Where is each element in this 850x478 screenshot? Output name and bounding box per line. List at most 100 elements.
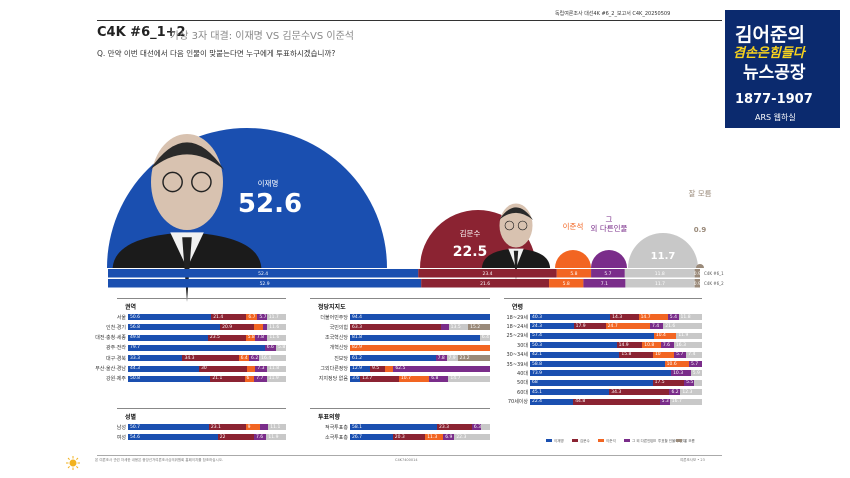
row-segment (211, 314, 247, 320)
row-segment (530, 314, 611, 320)
bubble-value-1: 22.5 (453, 244, 488, 260)
row-segment (262, 324, 268, 331)
row-segment (530, 351, 620, 358)
row-segment (436, 424, 472, 430)
row-segment-value: 9 (247, 424, 251, 430)
row-segment (448, 324, 469, 331)
row-segment-value: 11.9 (268, 434, 279, 440)
row-segment (276, 344, 286, 351)
row-segment (457, 355, 490, 362)
row-segment-value: 54.6 (130, 434, 141, 440)
row-segment (454, 434, 490, 441)
row-segment-value: 10.6 (666, 361, 677, 367)
row-label: 더불어민주당 (320, 314, 348, 321)
row-segment (255, 365, 268, 372)
row-label: 서울 (116, 314, 126, 321)
row-segment-value: 50.7 (130, 424, 141, 430)
row-segment-value: 5.7 (690, 361, 699, 367)
bubble-name-1: 김문수 (460, 228, 481, 238)
row-segment (573, 398, 660, 405)
row-segment (128, 314, 212, 320)
row-segment-value: 5.7 (259, 314, 267, 320)
row-label: 40대 (517, 370, 528, 377)
row-label: 남성 (116, 424, 126, 431)
row-label: 50대 (517, 380, 528, 387)
row-segment-value: 9.5 (371, 366, 380, 371)
header-rule (97, 20, 722, 21)
legend-label: 그 외 다른인물 (632, 438, 654, 443)
total-label-0-1: 23.4 (482, 271, 492, 277)
portrait-kim-glasses-left (504, 220, 515, 231)
row-label: 35~39세 (506, 361, 528, 368)
row-segment (684, 379, 695, 386)
row-segment (393, 365, 490, 372)
row-segment (425, 434, 444, 441)
total-seg-0-5 (694, 269, 700, 278)
row-segment (530, 379, 653, 386)
row-segment-value: 7.7 (256, 376, 264, 382)
row-segment-value: 50.3 (532, 342, 543, 348)
row-segment-value: 11.1 (270, 424, 281, 430)
portrait-lee-hair (149, 142, 225, 170)
row-segment-value: 7.4 (688, 352, 696, 358)
row-segment-value: 57.4 (532, 333, 543, 339)
total-row-label-0: C4K #6_1 (704, 271, 724, 276)
panel-title-2: 정당지지도 (318, 304, 346, 311)
row-segment (238, 355, 250, 362)
row-segment (441, 324, 449, 331)
legend-swatch (650, 439, 656, 442)
row-segment-value: 20.3 (394, 434, 405, 440)
row-label: 진보당 (334, 355, 348, 362)
row-segment-value: 23.3 (438, 424, 450, 430)
row-segment-value: 6.4 (481, 335, 489, 341)
row-segment (128, 375, 211, 382)
total-seg-0-0 (108, 269, 419, 278)
row-segment-value: 30 (201, 366, 207, 371)
row-segment-value: 21.1 (212, 376, 223, 382)
row-segment (686, 351, 702, 358)
row-segment-value: 5.4 (669, 314, 677, 320)
row-segment (245, 424, 260, 430)
row-segment-value: 10.3 (673, 370, 684, 376)
row-segment-value: 15.2 (470, 324, 481, 330)
row-segment-value: 21.4 (213, 314, 224, 320)
row-segment-value: 62.5 (395, 366, 406, 371)
row-segment-value: 7.4 (651, 323, 660, 329)
row-segment-value: 6.2 (671, 389, 679, 395)
row-segment (471, 424, 482, 430)
row-segment (128, 434, 218, 441)
row-segment (350, 424, 437, 430)
bubble-value-0: 52.6 (238, 189, 302, 219)
row-segment (392, 434, 426, 441)
row-segment (653, 332, 677, 339)
panel-rule-1 (117, 408, 286, 409)
row-label: 70세이상 (507, 399, 528, 406)
row-segment-value: 17.5 (654, 380, 665, 386)
total-label-1-2: 5.8 (563, 281, 570, 287)
row-segment-value: 24.7 (607, 323, 618, 329)
row-label: 18~24세 (506, 323, 528, 330)
row-segment-value: 6.4 (240, 355, 248, 361)
row-segment (199, 365, 248, 372)
row-label: 25~29세 (506, 333, 528, 340)
row-segment (669, 398, 702, 405)
legend-label: 이재명 (554, 438, 564, 443)
row-segment-value: 11.3 (427, 434, 438, 440)
row-segment-value: 10.8 (644, 342, 655, 348)
total-seg-1-2 (549, 279, 584, 288)
row-segment-value: 94.4 (352, 314, 363, 320)
total-label-1-3: 7.1 (601, 281, 608, 287)
row-segment (669, 389, 681, 396)
row-segment-value: 11.9 (268, 376, 279, 382)
row-segment-value: 6.3 (473, 424, 482, 430)
row-segment (398, 375, 430, 382)
report-meta: 독립여론조사 대선4K #6_2_보고서 C4K_20250509 (555, 11, 671, 17)
row-segment-value: 49.8 (130, 335, 141, 341)
row-label: 인천·경기 (106, 324, 126, 331)
footer-note: 본 여론조사 관련 자세한 내용은 중앙선거여론조사심의위원회 홈페이지를 참조… (95, 458, 224, 462)
row-segment (674, 351, 687, 358)
row-segment (688, 361, 702, 367)
row-segment (128, 344, 265, 351)
total-label-0-0: 52.4 (258, 271, 268, 277)
